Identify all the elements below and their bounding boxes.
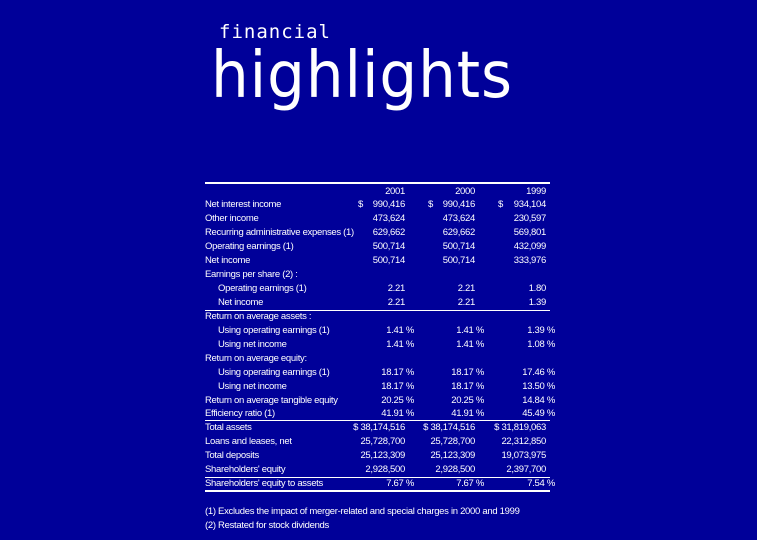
footnote-2: (2) Restated for stock dividends: [205, 520, 329, 531]
currency-symbol: $: [498, 199, 503, 210]
column-header-2001: 2001: [385, 186, 405, 197]
table-cell: [415, 353, 475, 365]
row-label: Efficiency ratio (1): [205, 408, 275, 419]
column-header-2000: 2000: [455, 186, 475, 197]
table-cell: 17.46 %: [522, 367, 555, 378]
table-cell: 1.39: [528, 297, 547, 308]
table-cell: 569,801: [513, 227, 547, 238]
table-cell: 1.08 %: [527, 339, 555, 350]
table-rule: [205, 182, 550, 184]
table-cell: 18.17 %: [381, 367, 414, 378]
row-label: Shareholders' equity: [205, 464, 286, 475]
table-cell: 18.17 %: [451, 367, 484, 378]
table-cell: $ 31,819,063: [494, 422, 546, 433]
table-cell: [415, 311, 475, 323]
table-cell: 333,976: [513, 255, 547, 266]
table-cell: $ 38,174,516: [353, 422, 405, 433]
table-cell: 500,714: [442, 255, 476, 266]
table-cell: 1.41 %: [386, 339, 414, 350]
table-cell: 2.21: [387, 283, 406, 294]
table-cell: 629,662: [442, 227, 476, 238]
row-label: Other income: [205, 213, 259, 224]
table-cell: 25,123,309: [430, 450, 475, 461]
table-cell: 432,099: [513, 241, 547, 252]
row-label: Net interest income: [205, 199, 282, 210]
table-cell: 2,928,500: [365, 464, 405, 475]
table-cell: 45.49 %: [522, 408, 555, 419]
table-cell: 19,073,975: [501, 450, 546, 461]
row-label: Net income: [218, 297, 264, 308]
table-cell: 990,416: [442, 199, 476, 210]
table-cell: [345, 311, 405, 323]
table-cell: 7.67 %: [386, 478, 414, 489]
title-large: highlights: [211, 39, 513, 113]
currency-symbol: $: [428, 199, 433, 210]
table-cell: [486, 269, 546, 281]
table-cell: 20.25 %: [381, 395, 414, 406]
row-label: Using operating earnings (1): [218, 325, 330, 336]
table-cell: 18.17 %: [381, 381, 414, 392]
table-cell: 2.21: [457, 297, 476, 308]
table-rule: [205, 310, 550, 311]
table-cell: 629,662: [372, 227, 406, 238]
row-label: Using operating earnings (1): [218, 367, 330, 378]
table-cell: [486, 311, 546, 323]
table-cell: 473,624: [372, 213, 406, 224]
table-rule: [205, 477, 550, 478]
table-cell: 1.41 %: [456, 339, 484, 350]
table-cell: 41.91 %: [451, 408, 484, 419]
title-small: financial: [219, 21, 331, 43]
table-cell: 934,104: [513, 199, 547, 210]
table-cell: 2,397,700: [506, 464, 546, 475]
footnote-1: (1) Excludes the impact of merger-relate…: [205, 506, 520, 517]
table-cell: 1.80: [528, 283, 547, 294]
table-rule: [205, 490, 550, 492]
table-cell: 18.17 %: [451, 381, 484, 392]
column-header-1999: 1999: [526, 186, 546, 197]
row-label: Shareholders' equity to assets: [205, 478, 323, 489]
row-label: Return on average assets :: [205, 311, 312, 322]
table-cell: 20.25 %: [451, 395, 484, 406]
row-label: Earnings per share (2) :: [205, 269, 298, 280]
table-cell: 1.39 %: [527, 325, 555, 336]
table-cell: 25,728,700: [360, 436, 405, 447]
table-cell: $ 38,174,516: [423, 422, 475, 433]
table-cell: 2,928,500: [435, 464, 475, 475]
table-cell: 14.84 %: [522, 395, 555, 406]
row-label: Return on average equity:: [205, 353, 307, 364]
table-cell: 1.41 %: [386, 325, 414, 336]
table-cell: 25,728,700: [430, 436, 475, 447]
table-cell: 500,714: [372, 241, 406, 252]
table-cell: 25,123,309: [360, 450, 405, 461]
table-cell: 230,597: [513, 213, 547, 224]
row-label: Net income: [205, 255, 251, 266]
row-label: Total assets: [205, 422, 252, 433]
table-cell: 500,714: [442, 241, 476, 252]
row-label: Return on average tangible equity: [205, 395, 338, 406]
table-cell: [415, 269, 475, 281]
table-cell: 2.21: [387, 297, 406, 308]
table-cell: 500,714: [372, 255, 406, 266]
table-rule: [205, 420, 550, 421]
table-cell: 473,624: [442, 213, 476, 224]
row-label: Operating earnings (1): [205, 241, 294, 252]
row-label: Total deposits: [205, 450, 259, 461]
table-cell: 7.67 %: [456, 478, 484, 489]
table-cell: 13.50 %: [522, 381, 555, 392]
table-cell: 2.21: [457, 283, 476, 294]
table-cell: 41.91 %: [381, 408, 414, 419]
table-cell: [345, 269, 405, 281]
row-label: Recurring administrative expenses (1): [205, 227, 354, 238]
table-cell: 22,312,850: [501, 436, 546, 447]
table-cell: [345, 353, 405, 365]
row-label: Operating earnings (1): [218, 283, 307, 294]
row-label: Using net income: [218, 339, 287, 350]
row-label: Using net income: [218, 381, 287, 392]
table-cell: 7.54 %: [527, 478, 555, 489]
row-label: Loans and leases, net: [205, 436, 292, 447]
table-cell: [486, 353, 546, 365]
currency-symbol: $: [358, 199, 363, 210]
table-cell: 1.41 %: [456, 325, 484, 336]
table-cell: 990,416: [372, 199, 406, 210]
